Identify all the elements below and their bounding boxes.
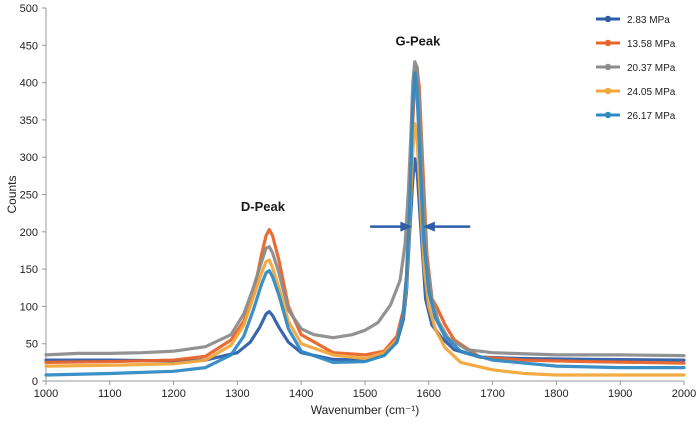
x-tick-label: 1300 — [225, 388, 249, 400]
x-tick-label: 1700 — [480, 388, 504, 400]
y-axis-title: Counts — [5, 175, 19, 213]
y-tick-label: 300 — [20, 152, 38, 164]
x-tick-label: 1900 — [608, 388, 632, 400]
y-tick-label: 100 — [20, 301, 38, 313]
x-tick-label: 1200 — [161, 388, 185, 400]
legend-marker-3 — [604, 63, 612, 71]
legend-label-1: 2.83 MPa — [627, 15, 670, 26]
legend-marker-4 — [604, 87, 612, 95]
x-axis-title: Wavenumber (cm⁻¹) — [311, 403, 420, 417]
plot-area: 1000 1100 1200 1300 1400 1500 1600 1700 1800 1900… — [5, 3, 696, 417]
x-tick-label: 1000 — [34, 388, 58, 400]
y-tick-label: 350 — [20, 115, 38, 127]
y-tick-label: 250 — [20, 190, 38, 202]
legend-label-4: 24.05 MPa — [627, 87, 676, 98]
y-tick-label: 200 — [20, 227, 38, 239]
y-tick-label: 400 — [20, 78, 38, 90]
y-tick-label: 450 — [20, 40, 38, 52]
x-tick-label: 1400 — [289, 388, 313, 400]
peak-annotation-2: G-Peak — [396, 33, 442, 48]
legend-label-2: 13.58 MPa — [627, 39, 676, 50]
x-tick-label: 1100 — [98, 388, 122, 400]
series-line-4 — [44, 122, 686, 377]
x-tick-label: 2000 — [672, 388, 696, 400]
legend-label-5: 26.17 MPa — [627, 111, 676, 122]
x-tick-label: 1500 — [353, 388, 377, 400]
x-tick-label: 1600 — [417, 388, 441, 400]
series-line-3 — [44, 60, 686, 358]
legend-marker-2 — [604, 39, 612, 47]
y-tick-label: 150 — [20, 264, 38, 276]
arrow-head-2 — [422, 221, 435, 232]
series-line-2 — [44, 65, 686, 365]
y-tick-label: 0 — [32, 376, 38, 388]
y-tick-label: 500 — [20, 3, 38, 15]
y-tick-label: 50 — [26, 339, 38, 351]
peak-annotation-1: D-Peak — [241, 199, 286, 214]
x-tick-label: 1800 — [544, 388, 568, 400]
legend-label-3: 20.37 MPa — [627, 63, 676, 74]
series-line-5 — [44, 71, 686, 377]
arrow-head-1 — [400, 221, 413, 232]
legend-marker-1 — [604, 15, 612, 23]
legend-marker-5 — [604, 111, 612, 119]
